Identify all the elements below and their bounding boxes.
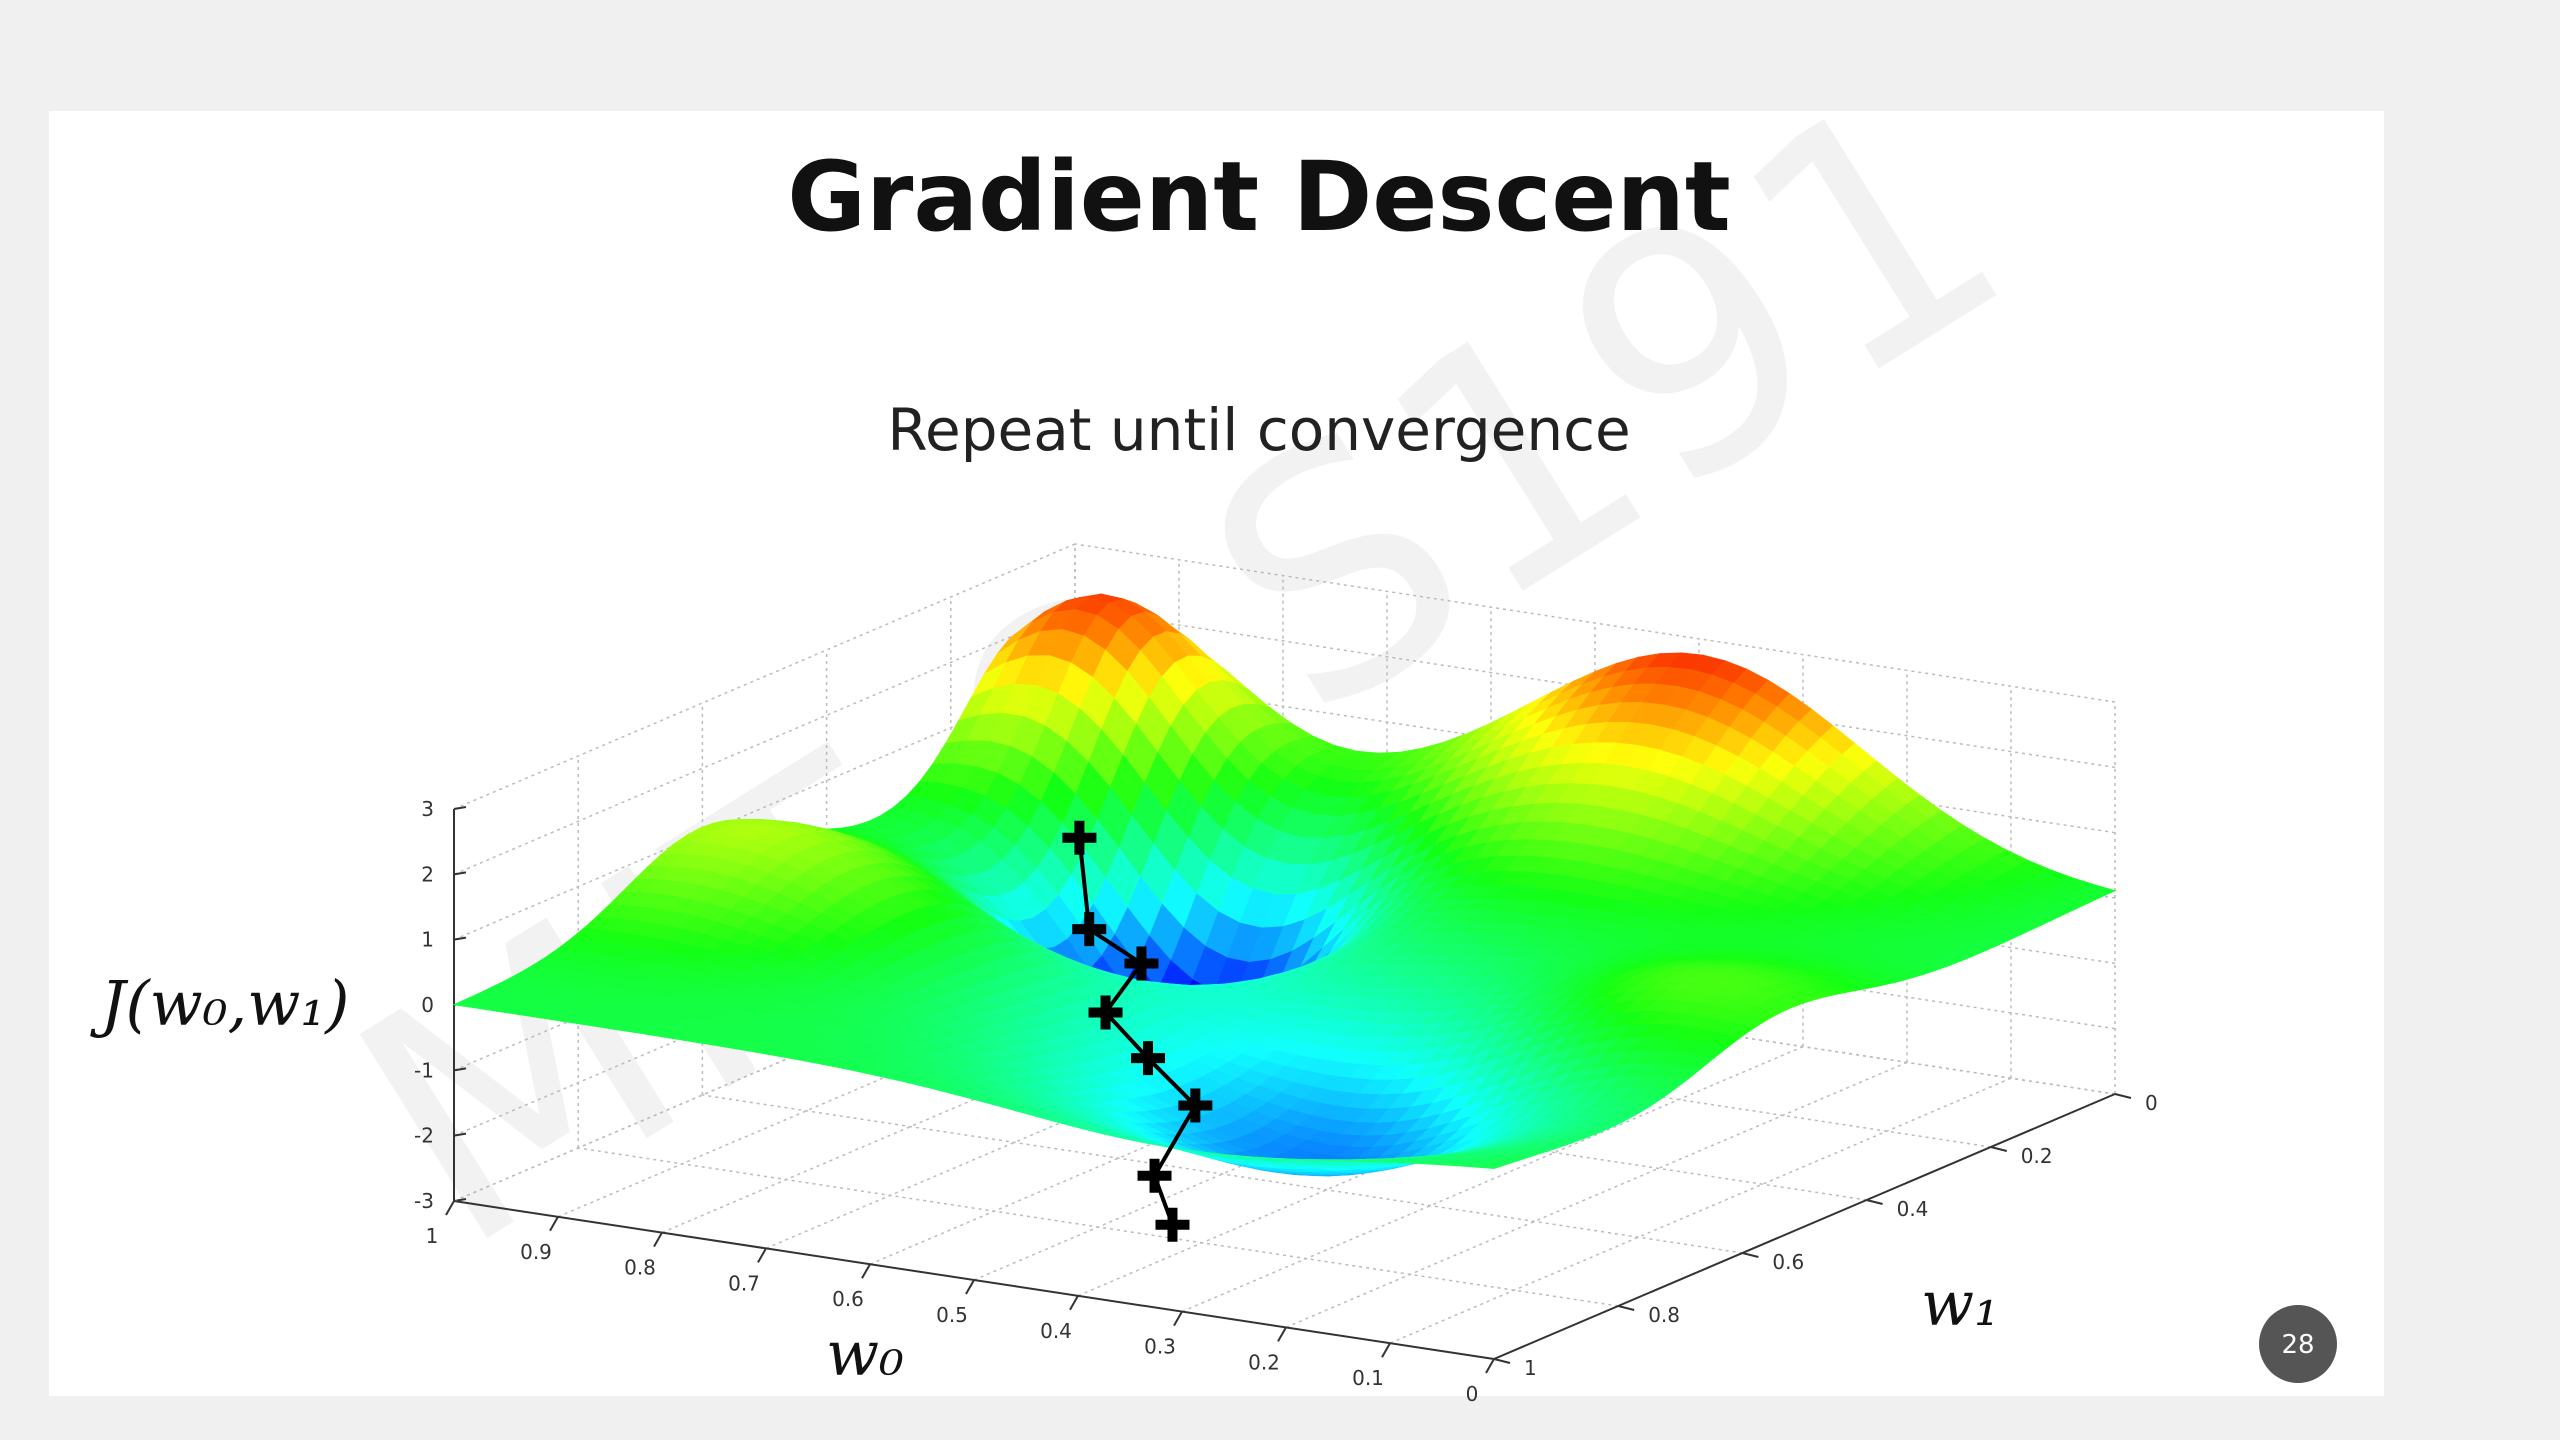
axis-line bbox=[1493, 1093, 2116, 1360]
w1-tick-label: 0.2 bbox=[2021, 1144, 2053, 1168]
surface bbox=[452, 593, 2117, 1177]
w1-tick-label: 1 bbox=[1524, 1356, 1537, 1380]
z-tick-label: 2 bbox=[421, 862, 434, 886]
z-tick-label: -1 bbox=[414, 1058, 434, 1082]
w0-tick bbox=[1069, 1295, 1079, 1311]
w1-tick-label: 0.8 bbox=[1648, 1303, 1680, 1327]
grid-line bbox=[453, 543, 1076, 810]
w0-tick bbox=[861, 1263, 871, 1279]
slide-subtitle: Repeat until convergence bbox=[887, 396, 1630, 464]
z-tick-label: 1 bbox=[421, 928, 434, 952]
w1-tick bbox=[1742, 1252, 1759, 1258]
grid-line bbox=[702, 1094, 1743, 1254]
w0-tick bbox=[549, 1216, 559, 1232]
w1-tick bbox=[2114, 1093, 2132, 1099]
descent-step bbox=[1137, 1158, 1172, 1193]
w0-tick-label: 0.5 bbox=[936, 1303, 968, 1327]
z-tick bbox=[453, 871, 467, 876]
grid-line bbox=[1074, 543, 2116, 703]
w1-tick-label: 0.6 bbox=[1772, 1250, 1804, 1274]
w0-tick-label: 0 bbox=[1466, 1382, 1479, 1406]
w0-tick-label: 1 bbox=[426, 1224, 439, 1248]
w0-tick-label: 0.1 bbox=[1352, 1366, 1384, 1390]
w1-tick bbox=[1493, 1358, 1511, 1364]
grid-line bbox=[1389, 1077, 2012, 1344]
w0-tick bbox=[1485, 1358, 1495, 1374]
page-number: 28 bbox=[2281, 1330, 2314, 1360]
descent-step bbox=[1062, 820, 1097, 855]
descent-step bbox=[1072, 912, 1107, 947]
w0-tick bbox=[965, 1279, 975, 1295]
page-badge bbox=[2259, 1305, 2337, 1383]
z-tick-label: -3 bbox=[414, 1189, 434, 1213]
grid-line bbox=[578, 1147, 1619, 1307]
w0-tick-label: 0.3 bbox=[1144, 1335, 1176, 1359]
descent-step bbox=[1155, 1207, 1190, 1242]
grid-line bbox=[1285, 1061, 1908, 1329]
grid-line bbox=[453, 608, 1076, 876]
w0-tick bbox=[757, 1247, 767, 1263]
w1-tick-label: 0 bbox=[2145, 1091, 2158, 1115]
z-tick-label: 3 bbox=[421, 797, 434, 821]
w0-tick-label: 0.9 bbox=[520, 1240, 552, 1264]
z-tick bbox=[453, 936, 467, 941]
w0-tick-label: 0.7 bbox=[728, 1271, 760, 1295]
descent-step bbox=[1131, 1041, 1165, 1076]
w1-tick bbox=[1866, 1199, 1883, 1205]
w0-tick bbox=[653, 1232, 663, 1248]
w0-tick bbox=[445, 1200, 455, 1216]
w0-tick-label: 0.4 bbox=[1040, 1319, 1072, 1343]
w1-axis-label: w₁ bbox=[1921, 1267, 1999, 1340]
surface-plot: 3 2 1 0 -1 -2 -3 1 0.9 0.8 0.7 0.6 0.5 0.4 0.3 0.2 0.1 0 0… bbox=[414, 543, 2158, 1406]
descent-step bbox=[1088, 995, 1123, 1030]
z-tick bbox=[453, 1067, 467, 1072]
slide-title: Gradient Descent bbox=[787, 141, 1731, 253]
z-tick-label: -2 bbox=[414, 1124, 434, 1148]
w1-tick-label: 0.4 bbox=[1897, 1197, 1929, 1221]
z-tick-label: 0 bbox=[421, 993, 434, 1017]
w0-tick-label: 0.2 bbox=[1248, 1350, 1280, 1374]
descent-path bbox=[1077, 837, 1198, 1226]
z-axis-label: J(w₀,w₁) bbox=[90, 967, 350, 1040]
w1-tick bbox=[1990, 1146, 2008, 1152]
descent-step bbox=[1124, 946, 1159, 981]
w0-tick-label: 0.8 bbox=[624, 1256, 656, 1280]
z-tick bbox=[453, 806, 467, 810]
w0-tick-label: 0.6 bbox=[832, 1287, 864, 1311]
surface-patch bbox=[1472, 1162, 1508, 1170]
grid-line bbox=[1181, 1045, 1804, 1313]
axis-line bbox=[453, 1200, 1495, 1360]
w0-tick bbox=[1173, 1311, 1183, 1327]
descent-step bbox=[1178, 1088, 1213, 1123]
w0-tick bbox=[1381, 1342, 1391, 1358]
w0-axis-label: w₀ bbox=[826, 1317, 904, 1390]
w0-tick bbox=[1277, 1326, 1287, 1342]
z-tick bbox=[453, 1132, 467, 1137]
w1-tick bbox=[1617, 1305, 1635, 1311]
